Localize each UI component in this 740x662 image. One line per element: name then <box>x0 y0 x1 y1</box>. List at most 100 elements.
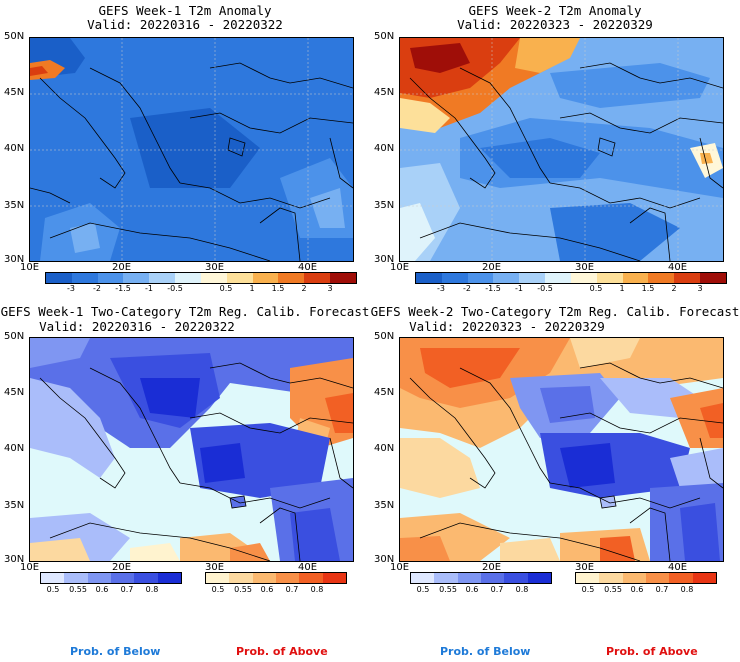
lon-label: 20E <box>482 562 502 573</box>
colorbar-tick: 0.5 <box>219 284 233 293</box>
colorbar-tick: -1 <box>515 284 523 293</box>
colorbar-tick: 0.5 <box>581 585 595 594</box>
probability-map-week2 <box>399 337 724 562</box>
lat-label: 45N <box>374 387 395 398</box>
panel-week2-anomaly: GEFS Week-2 T2m Anomaly Valid: 20220323 … <box>370 0 740 300</box>
lon-label: 30E <box>205 262 225 273</box>
prob-below-legend-label: Prob. of Below <box>440 645 531 658</box>
lat-label: 40N <box>4 443 25 454</box>
map-canvas <box>400 38 723 261</box>
colorbar-tick: 3 <box>327 284 333 293</box>
lat-label: 45N <box>374 87 395 98</box>
colorbar-tick: 2 <box>301 284 307 293</box>
colorbar-tick: 0.6 <box>630 585 644 594</box>
panel-title: GEFS Week-2 T2m Anomaly <box>468 3 642 18</box>
probability-above-colorbar <box>575 572 717 584</box>
lon-label: 40E <box>668 262 688 273</box>
lon-label: 40E <box>298 262 318 273</box>
lat-label: 30N <box>4 254 25 265</box>
probability-map-week1 <box>29 337 354 562</box>
lat-label: 50N <box>4 31 25 42</box>
lon-label: 10E <box>390 262 410 273</box>
panel-week2-probability: GEFS Week-2 Two-Category T2m Reg. Calib.… <box>370 300 740 600</box>
lat-label: 30N <box>374 554 395 565</box>
lon-label: 10E <box>390 562 410 573</box>
lon-label: 10E <box>20 262 40 273</box>
colorbar-tick: 0.55 <box>439 585 457 594</box>
colorbar-tick: 0.7 <box>490 585 504 594</box>
lat-label: 50N <box>4 331 25 342</box>
colorbar-tick: 1 <box>619 284 625 293</box>
colorbar-tick: -3 <box>437 284 445 293</box>
lat-label: 40N <box>374 143 395 154</box>
panel-valid-dates: Valid: 20220323 - 20220329 <box>409 319 605 334</box>
lat-label: 45N <box>4 87 25 98</box>
lat-label: 30N <box>374 254 395 265</box>
lat-label: 45N <box>4 387 25 398</box>
colorbar-tick: 0.55 <box>69 585 87 594</box>
colorbar-tick: 0.5 <box>416 585 430 594</box>
panel-week1-anomaly: GEFS Week-1 T2m Anomaly Valid: 20220316 … <box>0 0 370 300</box>
colorbar-tick: 1.5 <box>641 284 655 293</box>
panel-valid-dates: Valid: 20220316 - 20220322 <box>87 17 283 32</box>
colorbar-tick: 0.8 <box>310 585 324 594</box>
colorbar-tick: 0.8 <box>680 585 694 594</box>
lon-label: 40E <box>668 562 688 573</box>
lon-label: 20E <box>482 262 502 273</box>
lat-label: 40N <box>4 143 25 154</box>
colorbar-tick: 0.8 <box>145 585 159 594</box>
lon-label: 40E <box>298 562 318 573</box>
panel-title: GEFS Week-2 Two-Category T2m Reg. Calib.… <box>370 304 740 319</box>
panel-valid-dates: Valid: 20220323 - 20220329 <box>457 17 653 32</box>
colorbar-tick: 1.5 <box>271 284 285 293</box>
colorbar-tick: 0.7 <box>285 585 299 594</box>
prob-above-legend-label: Prob. of Above <box>236 645 328 658</box>
colorbar-tick: -1.5 <box>485 284 501 293</box>
colorbar-tick: 0.55 <box>604 585 622 594</box>
map-canvas <box>30 338 353 561</box>
lon-label: 30E <box>205 562 225 573</box>
colorbar-tick: 0.7 <box>655 585 669 594</box>
lat-label: 40N <box>374 443 395 454</box>
probability-above-colorbar <box>205 572 347 584</box>
lat-label: 35N <box>4 200 25 211</box>
colorbar-tick: 0.6 <box>465 585 479 594</box>
anomaly-colorbar <box>45 272 357 284</box>
colorbar-tick: -0.5 <box>167 284 183 293</box>
anomaly-colorbar <box>415 272 727 284</box>
colorbar-tick: -1 <box>145 284 153 293</box>
colorbar-tick: 0.6 <box>260 585 274 594</box>
lon-label: 20E <box>112 562 132 573</box>
colorbar-tick: -1.5 <box>115 284 131 293</box>
map-canvas <box>400 338 723 561</box>
colorbar-tick: 0.7 <box>120 585 134 594</box>
lat-label: 35N <box>4 500 25 511</box>
colorbar-tick: 0.8 <box>515 585 529 594</box>
colorbar-tick: -0.5 <box>537 284 553 293</box>
prob-above-legend-label: Prob. of Above <box>606 645 698 658</box>
lon-label: 10E <box>20 562 40 573</box>
panel-title: GEFS Week-1 Two-Category T2m Reg. Calib.… <box>0 304 370 319</box>
lat-label: 50N <box>374 31 395 42</box>
lat-label: 35N <box>374 500 395 511</box>
panel-week1-probability: GEFS Week-1 Two-Category T2m Reg. Calib.… <box>0 300 370 600</box>
colorbar-tick: 0.55 <box>234 585 252 594</box>
colorbar-tick: 0.5 <box>589 284 603 293</box>
lat-label: 50N <box>374 331 395 342</box>
probability-below-colorbar <box>410 572 552 584</box>
colorbar-tick: 3 <box>697 284 703 293</box>
colorbar-tick: -2 <box>93 284 101 293</box>
panel-title: GEFS Week-1 T2m Anomaly <box>98 3 272 18</box>
probability-below-colorbar <box>40 572 182 584</box>
colorbar-tick: 0.6 <box>95 585 109 594</box>
colorbar-tick: -3 <box>67 284 75 293</box>
colorbar-tick: 1 <box>249 284 255 293</box>
lat-label: 35N <box>374 200 395 211</box>
panel-valid-dates: Valid: 20220316 - 20220322 <box>39 319 235 334</box>
anomaly-map-week1 <box>29 37 354 262</box>
colorbar-tick: -2 <box>463 284 471 293</box>
prob-below-legend-label: Prob. of Below <box>70 645 161 658</box>
lon-label: 30E <box>575 562 595 573</box>
lat-label: 30N <box>4 554 25 565</box>
colorbar-tick: 2 <box>671 284 677 293</box>
